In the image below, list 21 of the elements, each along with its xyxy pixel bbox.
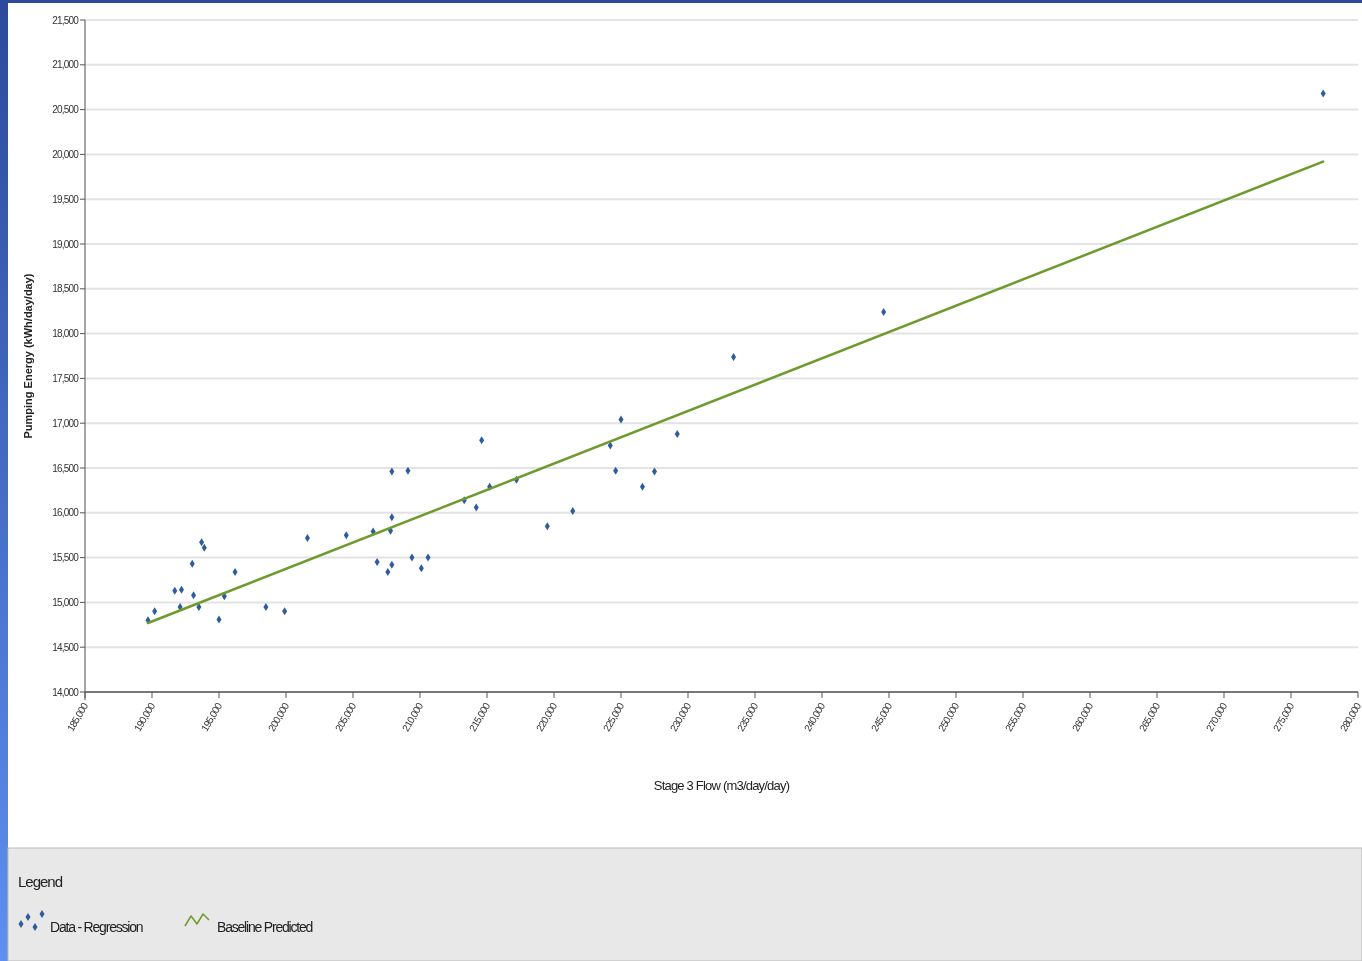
y-tick-label: 18,000 — [52, 328, 80, 340]
y-tick-label: 18,500 — [52, 283, 80, 295]
legend-title: Legend — [18, 873, 63, 890]
y-tick-label: 14,000 — [52, 686, 80, 698]
y-axis-title: Pumping Energy (kWh/day/day) — [22, 273, 34, 439]
y-tick-label: 21,500 — [52, 14, 80, 26]
y-tick-label: 21,000 — [52, 59, 80, 71]
y-tick-label: 14,500 — [52, 641, 80, 653]
y-tick-label: 20,500 — [52, 104, 80, 116]
legend-label: Baseline Predicted — [217, 919, 313, 935]
y-tick-label: 16,000 — [52, 507, 80, 519]
y-tick-label: 15,000 — [52, 596, 80, 608]
y-tick-label: 17,500 — [52, 372, 80, 384]
y-tick-label: 19,000 — [52, 238, 80, 250]
x-axis-title: Stage 3 Flow (m3/day/day) — [653, 778, 790, 793]
y-tick-label: 19,500 — [52, 193, 80, 205]
legend-label: Data - Regression — [50, 919, 143, 935]
y-tick-label: 16,500 — [52, 462, 80, 474]
y-tick-label: 17,000 — [52, 417, 80, 429]
y-tick-label: 15,500 — [52, 552, 80, 564]
y-tick-label: 20,000 — [52, 148, 80, 160]
